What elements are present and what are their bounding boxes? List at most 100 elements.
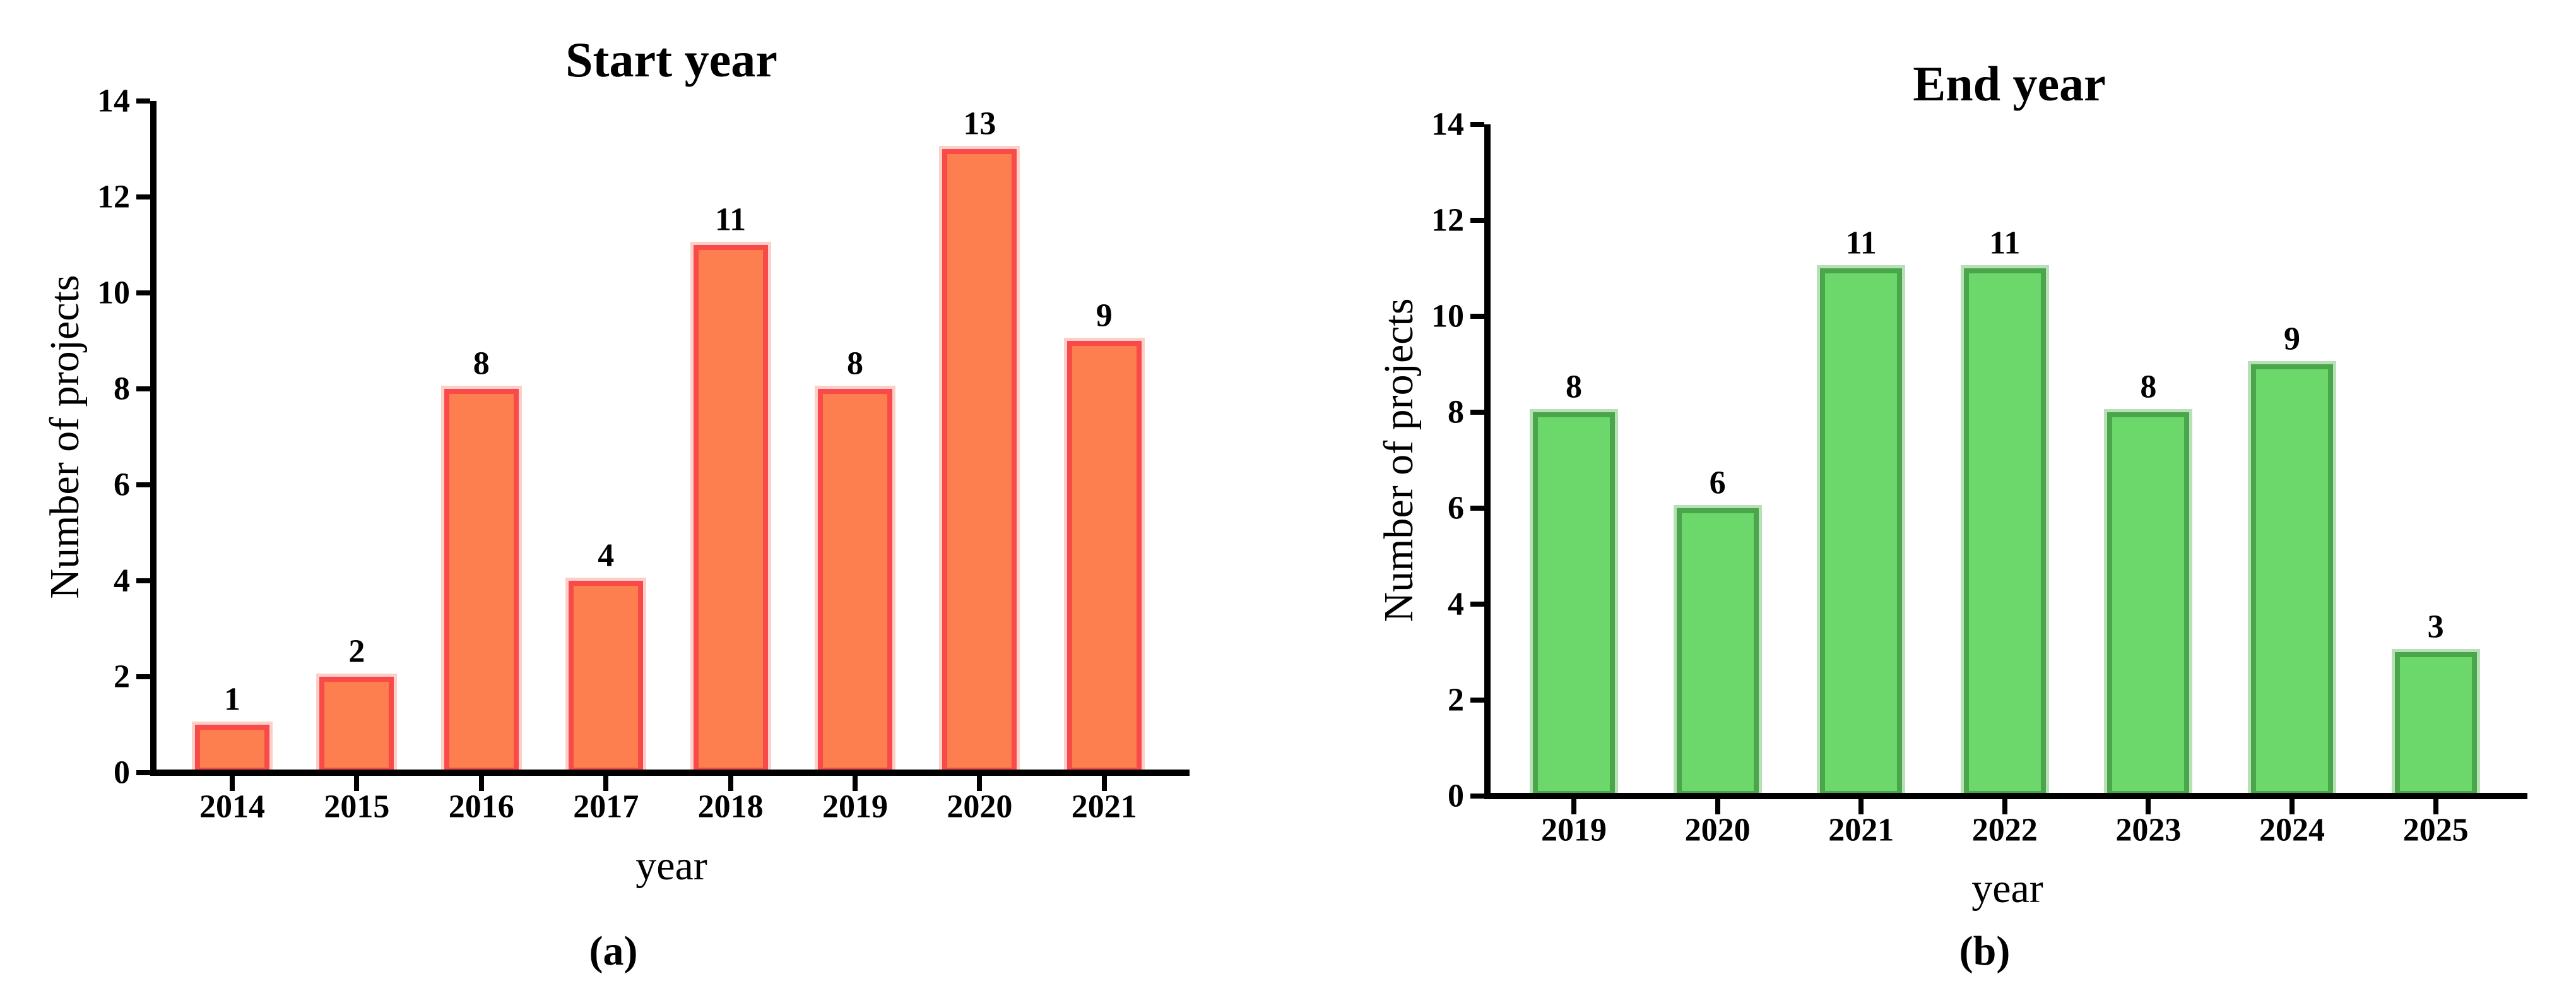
bar-value-label: 3 <box>2427 609 2444 645</box>
x-tick <box>1858 799 1864 814</box>
bar <box>1066 341 1142 773</box>
y-tick-label: 6 <box>1448 490 1464 526</box>
y-tick-label: 12 <box>1431 202 1464 239</box>
x-axis-spine <box>150 770 1190 776</box>
bar-value-label: 8 <box>2140 369 2157 405</box>
bar-value-label: 11 <box>1989 225 2021 261</box>
bar-value-label: 6 <box>1709 465 1726 501</box>
bar <box>1533 412 1615 796</box>
x-tick <box>354 776 360 791</box>
y-tick-label: 2 <box>114 658 130 695</box>
y-tick <box>136 578 150 583</box>
bar-value-label: 9 <box>1096 297 1113 334</box>
x-tick <box>728 776 733 791</box>
y-tick <box>1470 602 1484 607</box>
y-tick <box>1470 410 1484 415</box>
bar-value-label: 1 <box>224 681 240 718</box>
bar <box>1820 268 1903 796</box>
bar <box>1963 268 2046 796</box>
x-tick <box>853 776 858 791</box>
y-axis-spine <box>1484 124 1491 799</box>
y-tick <box>136 674 150 679</box>
x-tick-label: 2015 <box>324 788 390 825</box>
bar-value-label: 8 <box>847 345 863 382</box>
y-axis-spine <box>150 101 157 776</box>
y-tick <box>1470 314 1484 319</box>
y-tick-label: 4 <box>114 562 130 599</box>
y-tick <box>1470 794 1484 799</box>
x-tick <box>2146 799 2151 814</box>
x-tick <box>1571 799 1576 814</box>
y-tick-label: 2 <box>1448 682 1464 718</box>
y-tick-label: 14 <box>97 83 130 119</box>
bar-value-label: 13 <box>963 105 996 142</box>
y-tick <box>136 482 150 487</box>
x-tick-label: 2025 <box>2402 812 2469 848</box>
y-axis-label: Number of projects <box>42 275 88 599</box>
x-tick-label: 2023 <box>2115 812 2182 848</box>
bar-value-label: 4 <box>598 537 615 574</box>
bar-value-label: 8 <box>473 345 490 382</box>
x-tick-label: 2014 <box>199 788 265 825</box>
x-tick-label: 2018 <box>697 788 764 825</box>
y-tick <box>1470 122 1484 127</box>
y-tick <box>136 290 150 295</box>
bar-value-label: 9 <box>2284 321 2300 357</box>
x-tick-label: 2022 <box>1971 812 2038 848</box>
bar <box>942 149 1017 773</box>
y-tick-label: 4 <box>1448 586 1464 622</box>
x-tick <box>1101 776 1107 791</box>
y-axis-label: Number of projects <box>1376 298 1422 622</box>
bar-value-label: 11 <box>715 201 747 238</box>
bar-value-label: 8 <box>1566 369 1582 405</box>
y-tick-label: 8 <box>114 371 130 407</box>
x-tick <box>2433 799 2438 814</box>
bar-value-label: 11 <box>1845 225 1877 261</box>
bar <box>2394 652 2477 796</box>
y-tick <box>136 770 150 775</box>
bar <box>1676 508 1759 796</box>
y-tick <box>136 386 150 391</box>
x-tick <box>478 776 484 791</box>
bar <box>195 725 269 773</box>
y-tick-label: 12 <box>97 179 130 215</box>
y-tick-label: 10 <box>97 275 130 311</box>
y-tick <box>1470 506 1484 511</box>
x-axis-label: year <box>635 843 707 889</box>
x-axis-label: year <box>1971 865 2043 912</box>
x-tick <box>2289 799 2295 814</box>
chart-title: End year <box>1913 56 2106 111</box>
x-tick <box>2002 799 2007 814</box>
bar <box>2251 364 2333 796</box>
x-tick <box>603 776 609 791</box>
x-tick-label: 2016 <box>448 788 514 825</box>
x-tick <box>1715 799 1720 814</box>
x-tick-label: 2021 <box>1828 812 1894 848</box>
x-tick <box>230 776 235 791</box>
bar <box>444 389 519 773</box>
y-tick-label: 0 <box>114 754 130 791</box>
y-tick <box>1470 218 1484 223</box>
bar <box>569 581 644 773</box>
y-tick <box>1470 698 1484 703</box>
x-tick-label: 2020 <box>1684 812 1751 848</box>
y-tick <box>136 98 150 104</box>
y-tick-label: 6 <box>114 467 130 503</box>
panel-caption: (a) <box>589 928 638 974</box>
bar-value-label: 2 <box>348 633 365 670</box>
y-tick-label: 8 <box>1448 394 1464 431</box>
x-tick-label: 2024 <box>2259 812 2325 848</box>
x-tick-label: 2019 <box>822 788 888 825</box>
x-tick-label: 2019 <box>1541 812 1607 848</box>
x-tick-label: 2020 <box>947 788 1013 825</box>
panel-caption: (b) <box>1959 928 2011 974</box>
y-tick-label: 0 <box>1448 778 1464 814</box>
x-tick-label: 2021 <box>1071 788 1137 825</box>
x-tick <box>977 776 983 791</box>
x-tick-label: 2017 <box>573 788 639 825</box>
y-tick-label: 14 <box>1431 106 1464 143</box>
x-axis-spine <box>1484 793 2527 799</box>
